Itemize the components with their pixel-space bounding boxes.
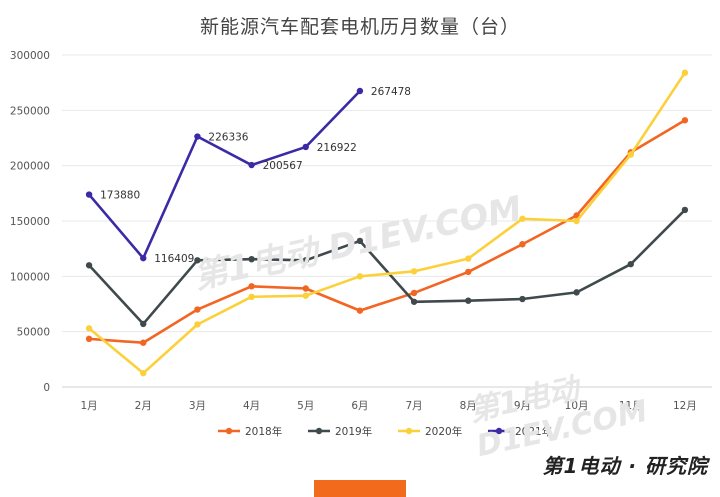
data-point [194,133,201,140]
series-line [88,119,686,345]
data-point [248,255,255,263]
legend-marker [315,427,323,435]
series-line [88,71,687,375]
data-point [627,151,634,158]
data-point [465,255,472,262]
legend-label: 2019年 [335,425,372,438]
data-point [248,283,255,290]
data-point [681,69,689,76]
legend-label: 2018年 [245,425,282,438]
data-point [85,191,93,198]
data-point [302,143,309,151]
data-point [140,254,147,262]
x-tick-label: 6月 [351,400,368,412]
x-tick-label: 9月 [514,400,531,412]
data-label: 267478 [371,86,411,98]
data-point [573,289,580,296]
data-point [410,268,418,275]
brand-logo: 第1电动 · 研究院 [542,454,708,478]
legend-label: 2020年 [425,425,462,438]
legend-label: 2021年 [515,425,552,438]
x-tick-label: 11月 [619,400,643,412]
data-point [519,295,526,303]
data-point [519,241,526,248]
data-point [302,292,309,299]
data-label: 216922 [317,142,357,154]
x-tick-label: 3月 [189,400,206,412]
data-point [519,215,526,222]
data-point [140,320,147,328]
data-point [248,293,255,301]
legend-marker [495,427,503,435]
y-tick-label: 300000 [10,50,50,62]
legend-marker [405,427,413,435]
data-point [356,273,364,280]
data-point [356,237,364,245]
y-tick-label: 250000 [10,105,50,117]
y-tick-label: 100000 [10,271,50,283]
y-tick-label: 50000 [17,327,50,339]
data-point [410,289,418,297]
data-point [627,260,634,268]
series-line [88,209,686,326]
data-point [85,335,93,343]
data-point [140,339,147,346]
legend-marker [225,427,233,435]
data-point [140,369,147,377]
x-tick-label: 12月 [673,400,697,412]
series-line [88,90,361,260]
data-point [681,206,689,214]
data-point [194,306,201,313]
y-tick-label: 200000 [10,161,50,173]
y-tick-label: 150000 [10,216,50,228]
x-tick-label: 4月 [243,400,260,412]
data-label: 200567 [263,160,303,172]
data-label: 116409 [154,253,194,265]
data-point [356,307,364,314]
x-tick-label: 2月 [135,400,152,412]
data-point [573,217,580,225]
data-point [85,262,93,269]
data-point [248,161,255,169]
data-point [356,87,364,95]
chart-title: 新能源汽车配套电机历月数量（台） [199,16,520,38]
data-point [465,297,472,304]
data-point [410,298,418,305]
data-label: 226336 [208,132,248,144]
data-point [194,321,201,328]
data-point [302,257,309,264]
x-tick-label: 7月 [405,400,422,412]
x-tick-label: 10月 [565,400,589,412]
data-point [681,117,689,124]
data-point [302,285,309,292]
x-tick-label: 1月 [80,400,97,412]
data-point [465,268,472,276]
data-label: 173880 [100,190,140,202]
x-tick-label: 5月 [297,400,314,412]
data-point [85,325,93,332]
data-point [194,257,201,264]
y-tick-label: 0 [43,382,50,394]
bottom-bar [314,480,406,497]
x-tick-label: 8月 [460,400,477,412]
